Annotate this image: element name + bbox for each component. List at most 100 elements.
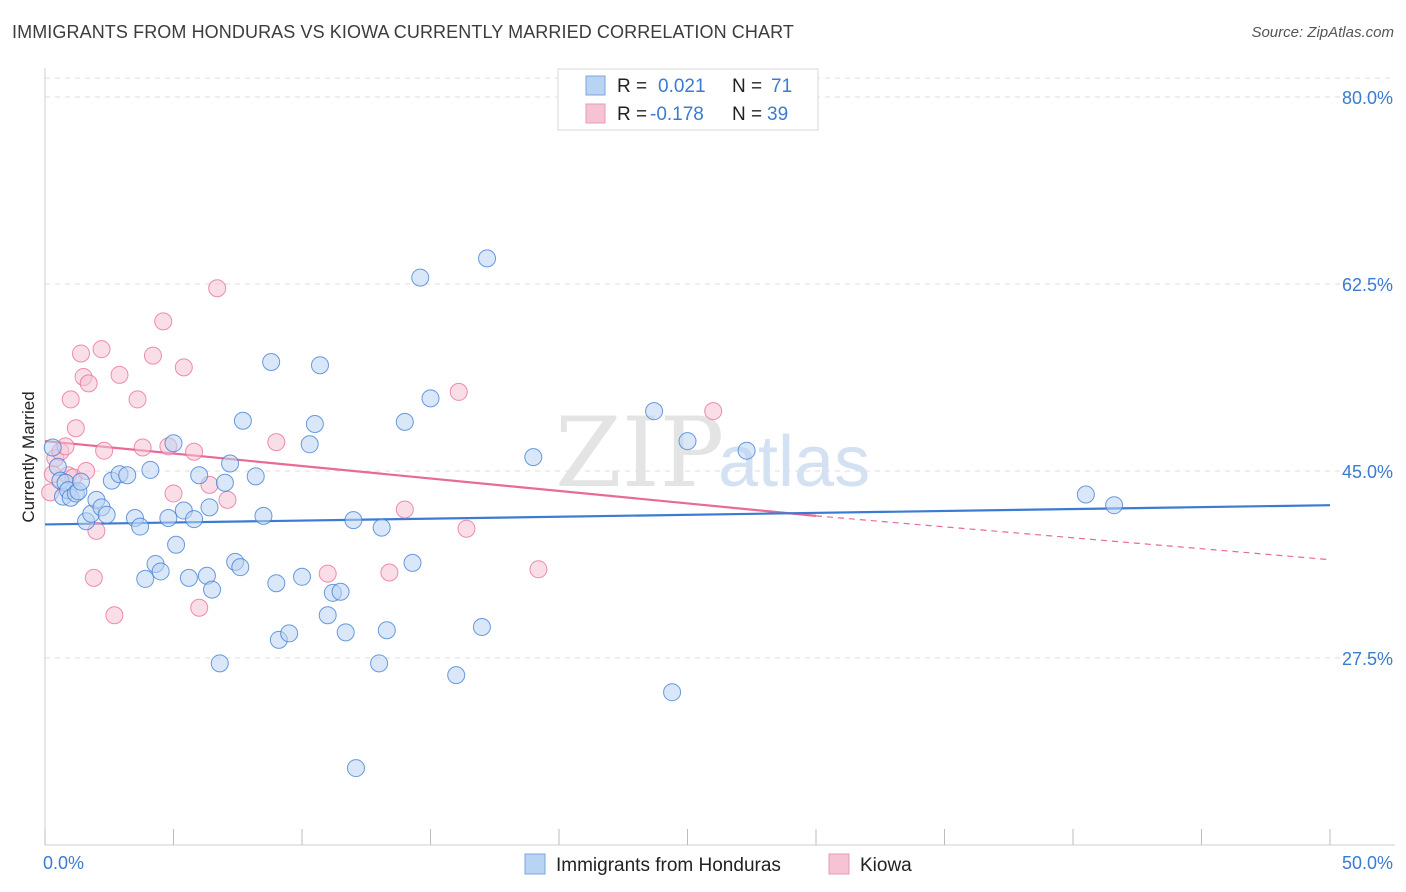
honduras-point xyxy=(524,448,543,467)
honduras-point xyxy=(179,568,198,587)
axes xyxy=(44,68,1395,846)
honduras-point xyxy=(141,460,160,479)
honduras-point xyxy=(200,498,219,517)
x-tick-label: 50.0% xyxy=(1342,853,1393,873)
bottom-legend-honduras: Immigrants from Honduras xyxy=(556,855,781,876)
honduras-point xyxy=(280,624,299,643)
honduras-point xyxy=(372,518,391,537)
kiowa-point xyxy=(174,358,193,377)
bottom-legend: Immigrants from Honduras Kiowa xyxy=(524,853,912,876)
honduras-point xyxy=(246,467,265,486)
honduras-point xyxy=(300,435,319,454)
honduras-point xyxy=(305,414,324,433)
honduras-point xyxy=(344,511,363,530)
honduras-point xyxy=(645,402,664,421)
kiowa-point xyxy=(84,568,103,587)
honduras-point xyxy=(678,432,697,451)
honduras-point xyxy=(395,412,414,431)
legend-n-label: N = xyxy=(732,104,762,125)
kiowa-point xyxy=(154,312,173,331)
kiowa-point xyxy=(318,564,337,583)
kiowa-point xyxy=(92,340,111,359)
honduras-point xyxy=(131,517,150,536)
legend-swatch-honduras xyxy=(585,75,606,96)
honduras-point xyxy=(164,434,183,453)
source-credit: Source: ZipAtlas.com xyxy=(1251,24,1394,41)
kiowa-point xyxy=(110,365,129,384)
honduras-point xyxy=(331,582,350,601)
honduras-point xyxy=(421,389,440,408)
kiowa-point xyxy=(66,419,85,438)
kiowa-point xyxy=(71,344,90,363)
x-tick-label: 0.0% xyxy=(43,853,84,873)
legend-n-value: 39 xyxy=(767,104,788,125)
honduras-point xyxy=(254,506,273,525)
x-tick-labels: 0.0% 50.0% xyxy=(43,853,1393,873)
y-tick-label: 62.5% xyxy=(1342,275,1393,295)
kiowa-points xyxy=(41,279,723,625)
honduras-point xyxy=(203,580,222,599)
chart-title: IMMIGRANTS FROM HONDURAS VS KIOWA CURREN… xyxy=(12,22,794,42)
legend-r-label: R = xyxy=(617,76,647,97)
kiowa-point xyxy=(395,500,414,519)
honduras-point xyxy=(221,454,240,473)
honduras-point xyxy=(478,249,497,268)
honduras-point xyxy=(167,535,186,554)
kiowa-point xyxy=(133,438,152,457)
kiowa-point xyxy=(529,560,548,579)
honduras-point xyxy=(318,606,337,625)
honduras-point xyxy=(737,441,756,460)
honduras-point xyxy=(262,353,281,372)
legend: R = 0.021 N = 71 R = -0.178 N = 39 xyxy=(557,68,819,131)
honduras-point xyxy=(403,553,422,572)
kiowa-trend-extension xyxy=(815,515,1331,561)
bottom-legend-swatch-honduras xyxy=(524,853,546,875)
honduras-point xyxy=(231,558,250,577)
honduras-point xyxy=(43,438,62,457)
legend-r-value: 0.021 xyxy=(658,76,706,97)
bottom-legend-swatch-kiowa xyxy=(828,853,850,875)
kiowa-point xyxy=(185,442,204,461)
kiowa-point xyxy=(61,390,80,409)
bottom-legend-kiowa: Kiowa xyxy=(860,855,912,876)
legend-swatch-kiowa xyxy=(585,103,606,124)
honduras-point xyxy=(185,510,204,529)
kiowa-point xyxy=(218,490,237,509)
y-tick-label: 45.0% xyxy=(1342,462,1393,482)
honduras-point xyxy=(136,569,155,588)
kiowa-point xyxy=(380,563,399,582)
kiowa-point xyxy=(105,606,124,625)
legend-r-label: R = xyxy=(617,104,647,125)
legend-r-value: -0.178 xyxy=(650,104,704,125)
honduras-point xyxy=(267,574,286,593)
watermark-atlas: atlas xyxy=(718,422,870,502)
honduras-point xyxy=(71,472,90,491)
y-tick-labels: 80.0% 62.5% 45.0% 27.5% xyxy=(1342,88,1393,669)
honduras-point xyxy=(1076,485,1095,504)
honduras-point xyxy=(370,654,389,673)
watermark: ZIP atlas xyxy=(555,397,870,509)
watermark-zip: ZIP xyxy=(555,397,724,509)
honduras-point xyxy=(293,567,311,586)
honduras-point xyxy=(151,562,170,581)
kiowa-point xyxy=(267,433,286,452)
kiowa-point xyxy=(128,390,147,409)
honduras-point xyxy=(1105,496,1124,515)
honduras-point xyxy=(663,683,682,702)
kiowa-point xyxy=(457,519,476,538)
legend-n-value: 71 xyxy=(771,76,792,97)
honduras-point xyxy=(210,654,229,673)
kiowa-point xyxy=(143,346,162,365)
honduras-point xyxy=(215,473,234,492)
honduras-point xyxy=(118,466,137,485)
honduras-point xyxy=(336,623,355,642)
honduras-point xyxy=(233,411,252,430)
honduras-point xyxy=(472,618,491,637)
honduras-point xyxy=(377,621,396,640)
kiowa-point xyxy=(79,374,98,393)
honduras-point xyxy=(411,268,430,287)
kiowa-point xyxy=(208,279,227,298)
honduras-point xyxy=(346,759,365,778)
legend-n-label: N = xyxy=(732,76,762,97)
